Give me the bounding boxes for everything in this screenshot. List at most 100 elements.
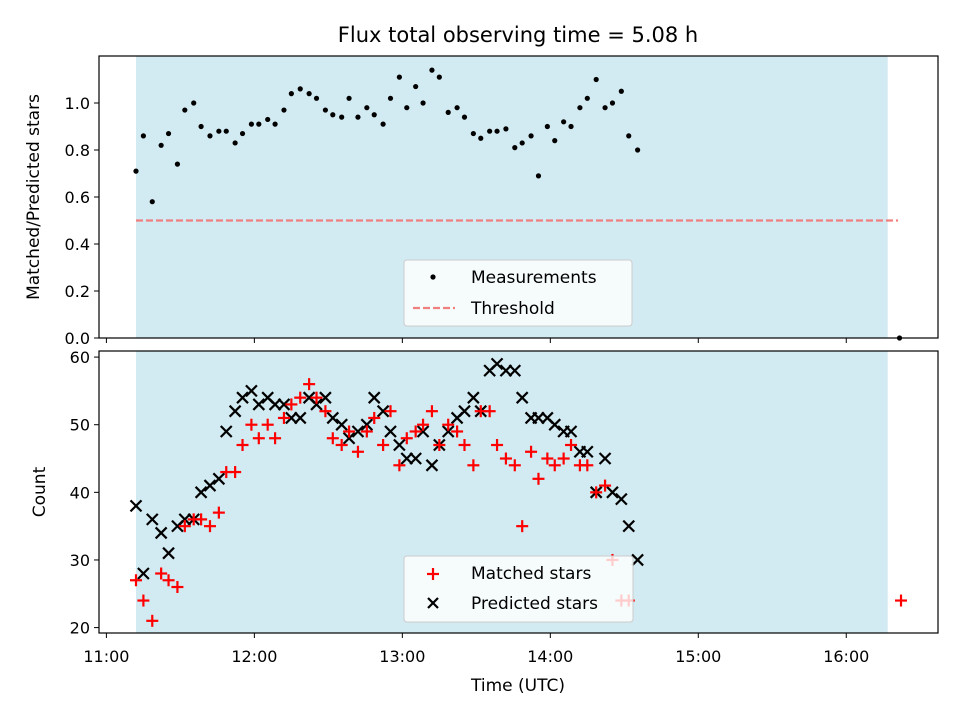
legend-threshold-label: Threshold <box>470 299 555 319</box>
matched-star-point <box>195 513 208 526</box>
matched-star-point <box>425 405 438 418</box>
predicted-stroke <box>622 519 636 533</box>
matched-star-point <box>442 418 455 431</box>
predicted-stroke <box>194 486 208 499</box>
measurement-point <box>272 121 278 127</box>
predicted-star-point <box>490 357 504 371</box>
measurement-point <box>256 121 262 127</box>
matched-star-point <box>548 459 561 472</box>
predicted-star-point <box>145 513 159 526</box>
predicted-star-point <box>360 418 374 431</box>
predicted-stroke <box>335 418 348 431</box>
measurement-point <box>404 105 410 111</box>
matched-star-point <box>310 391 323 404</box>
matched-star-point <box>895 594 908 607</box>
measurement-point <box>626 133 632 139</box>
predicted-star-point <box>129 499 143 513</box>
measurement-point <box>618 88 624 94</box>
ratio-y-axis-label: Matched/Predicted stars <box>24 94 44 300</box>
measurement-point <box>577 105 583 111</box>
measurement-point <box>165 130 172 137</box>
matched-star-point <box>508 459 521 472</box>
predicted-stroke <box>310 398 323 411</box>
measurement-point <box>158 142 164 148</box>
predicted-star-point <box>154 526 168 540</box>
matched-star-point <box>393 459 406 472</box>
predicted-star-point <box>515 391 529 404</box>
count-x-tick-label: 13:00 <box>379 647 425 666</box>
measurement-point <box>306 91 312 97</box>
measurement-point <box>313 95 320 101</box>
measurement-point <box>454 105 460 111</box>
measurement-point <box>561 119 567 125</box>
matched-star-point <box>236 439 249 451</box>
matched-star-point <box>245 418 258 431</box>
legend-matched-marker <box>427 568 439 580</box>
matched-star-point <box>565 439 578 451</box>
predicted-stroke <box>409 452 422 465</box>
legend-matched-label: Matched stars <box>471 564 591 584</box>
measurement-point <box>346 95 352 101</box>
predicted-star-point <box>606 486 619 499</box>
predicted-stroke <box>548 418 562 431</box>
ratio-y-tick-label: 0.6 <box>65 188 90 207</box>
predicted-stroke <box>425 459 439 472</box>
count-x-tick-label: 12:00 <box>231 647 277 666</box>
measurement-point <box>174 161 181 167</box>
predicted-star-point <box>326 411 340 425</box>
count-x-axis-label: Time (UTC) <box>470 676 565 696</box>
measurement-point <box>445 109 451 115</box>
matched-star-point <box>261 418 274 431</box>
ratio-y-tick-label: 0.8 <box>65 141 90 160</box>
predicted-star-point <box>194 486 208 499</box>
predicted-star-point <box>467 391 480 404</box>
predicted-stroke <box>367 391 381 404</box>
predicted-stroke <box>376 404 390 418</box>
measurement-point <box>593 76 599 83</box>
predicted-star-point <box>236 391 249 404</box>
matched-star-point <box>532 472 545 485</box>
measurement-point <box>503 126 509 132</box>
matched-star-point <box>467 459 480 472</box>
predicted-star-point <box>384 425 397 438</box>
predicted-stroke <box>416 425 430 438</box>
predicted-stroke <box>393 438 406 452</box>
measurement-point <box>552 138 558 144</box>
predicted-stroke <box>631 553 644 567</box>
predicted-stroke <box>319 391 332 404</box>
count-y-tick-label: 20 <box>70 619 90 638</box>
matched-star-point <box>252 432 265 445</box>
measurement-point <box>512 145 518 151</box>
legend-measurements-label: Measurements <box>471 268 597 288</box>
predicted-star-point <box>293 411 307 425</box>
predicted-stroke <box>581 445 594 459</box>
measurement-point <box>297 86 303 92</box>
predicted-stroke <box>277 398 291 411</box>
measurement-point <box>232 140 238 146</box>
measurement-point <box>461 114 468 120</box>
predicted-star-point <box>162 546 175 560</box>
measurement-point <box>544 123 550 130</box>
matched-star-point <box>155 567 168 580</box>
matched-star-point <box>400 432 413 445</box>
predicted-star-point <box>425 459 439 472</box>
matched-star-point <box>368 411 381 424</box>
predicted-stroke <box>598 452 612 465</box>
matched-star-point <box>294 391 307 404</box>
predicted-stroke <box>302 391 316 404</box>
measurement-point <box>207 133 213 139</box>
matched-star-point <box>269 432 282 445</box>
matched-star-point <box>343 425 356 438</box>
measurement-point <box>609 100 616 106</box>
legend-measurements-marker <box>430 274 436 280</box>
count-x-tick-label: 15:00 <box>675 647 721 666</box>
predicted-star-point <box>219 425 233 438</box>
matched-star-point <box>499 452 512 465</box>
predicted-stroke <box>490 357 504 371</box>
matched-star-point <box>458 439 471 451</box>
predicted-star-point <box>252 398 266 411</box>
matched-star-point <box>590 486 603 499</box>
predicted-star-point <box>622 519 636 533</box>
predicted-star-point <box>548 418 562 431</box>
matched-star-point <box>516 520 529 533</box>
